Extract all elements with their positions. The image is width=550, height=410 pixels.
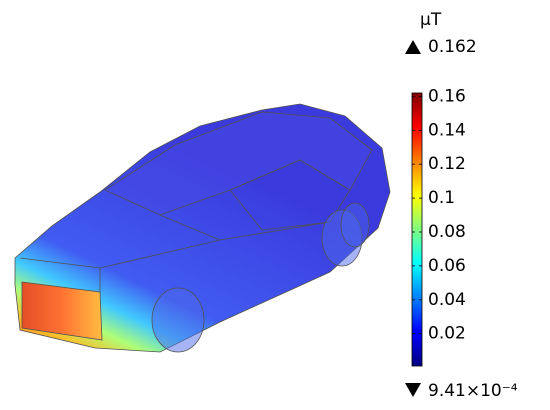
min-icon — [405, 383, 421, 397]
colorbar — [411, 92, 423, 367]
max-icon — [405, 40, 421, 54]
y-tick-label: 0.06 — [428, 256, 466, 276]
wheel — [340, 202, 370, 248]
y-tick-label: 0.16 — [428, 86, 466, 106]
y-tick-label: 0.14 — [428, 120, 466, 140]
wheel — [151, 287, 205, 353]
unit-label: μT — [420, 10, 442, 30]
y-tick-label: 0.12 — [428, 154, 466, 174]
car-window — [229, 159, 351, 231]
y-tick-label: 0.1 — [428, 188, 455, 208]
car-roof — [104, 111, 373, 216]
car-body — [14, 103, 391, 353]
car-plot — [14, 103, 391, 353]
car-front — [21, 281, 103, 341]
min-label: 9.41×10⁻⁴ — [428, 381, 518, 401]
wheel — [321, 209, 363, 267]
y-tick-label: 0.04 — [428, 290, 466, 310]
y-tick-label: 0.02 — [428, 324, 466, 344]
y-tick-label: 0.08 — [428, 222, 466, 242]
max-label: 0.162 — [428, 37, 477, 57]
car-line — [19, 214, 331, 292]
